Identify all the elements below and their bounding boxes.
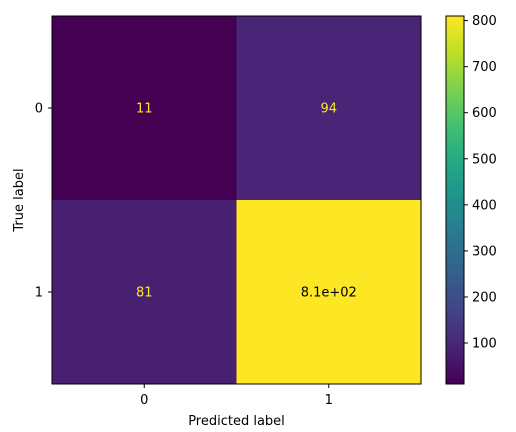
plot-frame	[51, 15, 422, 385]
colorbar-tick-label-4: 500	[472, 152, 497, 167]
colorbar-tick-label-1: 200	[472, 290, 497, 305]
colorbar-tick-label-2: 300	[472, 244, 497, 259]
y-tick-label-0: 0	[35, 102, 43, 117]
colorbar-tick-label-7: 800	[472, 14, 497, 29]
heatmap-cell-0-0	[52, 16, 237, 201]
cell-value-label-1-0: 81	[136, 286, 153, 301]
colorbar	[445, 15, 465, 385]
colorbar-tick-label-5: 600	[472, 106, 497, 121]
cell-value-label-1-1: 8.1e+02	[301, 286, 357, 301]
colorbar-tick-label-6: 700	[472, 60, 497, 75]
x-axis-label: Predicted label	[188, 414, 285, 429]
cell-value-label-0-0: 11	[136, 102, 153, 117]
heatmap-cell-1-0	[52, 200, 237, 385]
heatmap-cell-0-1	[236, 16, 422, 201]
y-axis-ticks: 01	[35, 102, 52, 301]
cell-value-label-0-1: 94	[320, 102, 337, 117]
x-tick-label-0: 0	[140, 393, 148, 408]
colorbar-tick-label-3: 400	[472, 198, 497, 213]
heatmap-cell-1-1	[236, 200, 422, 385]
colorbar-tick-label-0: 100	[472, 337, 497, 352]
colorbar-ticks: 100 200 300 400 500 600 700 800	[464, 14, 497, 352]
x-tick-label-1: 1	[325, 393, 333, 408]
heatmap-cells: 11 94 81 8.1e+02	[52, 16, 422, 385]
y-axis-label: True label	[12, 168, 27, 232]
y-tick-label-1: 1	[35, 286, 43, 301]
